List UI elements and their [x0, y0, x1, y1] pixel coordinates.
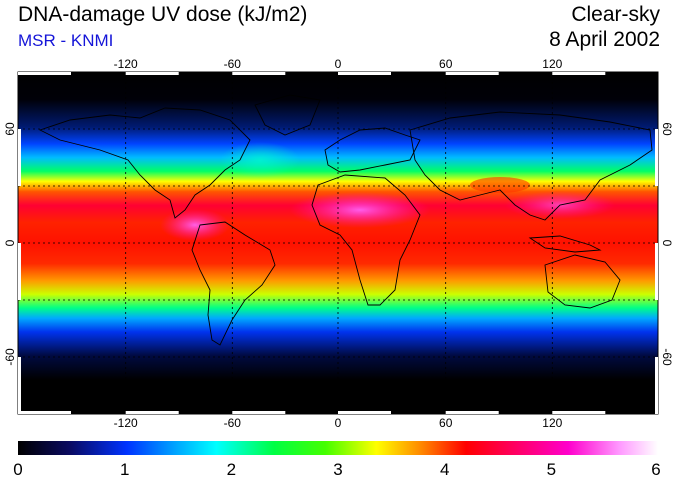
lat-label: 0 [3, 239, 17, 246]
lon-label: 0 [335, 416, 342, 430]
lat-label: -60 [3, 348, 17, 366]
latitude-labels-right: 60 0 -60 [660, 122, 674, 366]
greenland-outline [254, 94, 321, 136]
south-america-outline [191, 221, 276, 346]
longitude-labels-bottom: -120 -60 0 60 120 [114, 416, 563, 430]
latitude-labels-left: 60 0 -60 [3, 122, 17, 366]
date-label: 8 April 2002 [549, 28, 660, 51]
colorbar-label: 2 [227, 460, 236, 479]
africa-outline [311, 174, 421, 306]
colorbar [18, 441, 658, 455]
frame-tick-bars [18, 72, 658, 414]
map-title: DNA-damage UV dose (kJ/m2) [18, 3, 308, 26]
lon-label: 120 [542, 57, 562, 71]
lon-label: 120 [542, 416, 562, 430]
sky-condition: Clear-sky [571, 3, 660, 26]
longitude-labels-top: -120 -60 0 60 120 [114, 57, 563, 71]
antarctica-outline [18, 387, 658, 396]
colorbar-labels: 0 1 2 3 4 5 6 [13, 460, 660, 479]
lon-label: 0 [335, 57, 342, 71]
graticule [18, 72, 658, 414]
lat-label: -60 [660, 348, 674, 366]
lat-label: 60 [660, 122, 674, 136]
indonesia-outline [528, 235, 602, 253]
colorbar-label: 1 [120, 460, 129, 479]
lon-label: 60 [439, 57, 453, 71]
north-america-outline [38, 107, 251, 219]
europe-outline [324, 127, 421, 173]
lon-label: -60 [224, 416, 242, 430]
source-label: MSR - KNMI [18, 31, 114, 50]
asia-outline [409, 111, 653, 221]
colorbar-label: 0 [13, 460, 22, 479]
lon-label: -60 [224, 57, 242, 71]
lon-label: 60 [439, 416, 453, 430]
colorbar-label: 5 [547, 460, 556, 479]
colorbar-label: 4 [440, 460, 449, 479]
colorbar-label: 3 [333, 460, 342, 479]
lon-label: -120 [114, 57, 138, 71]
coastlines [18, 94, 658, 396]
lat-label: 60 [3, 122, 17, 136]
colorbar-label: 6 [651, 460, 660, 479]
lon-label: -120 [114, 416, 138, 430]
australia-outline [544, 254, 621, 309]
lat-label: 0 [660, 240, 674, 247]
